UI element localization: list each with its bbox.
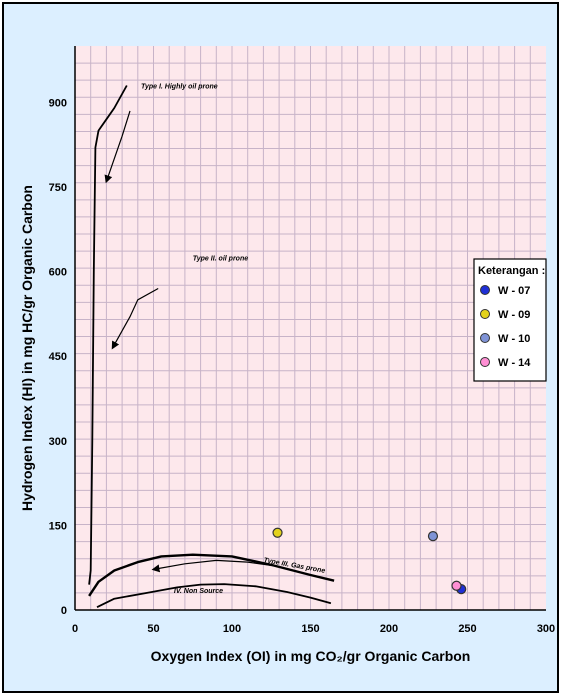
y-tick-label: 300 — [49, 436, 67, 448]
y-tick-label: 750 — [49, 182, 67, 194]
legend-label: W - 07 — [498, 285, 530, 297]
type-ii-curve — [88, 553, 335, 597]
x-tick-labels: 0 50 100 150 200 250 300 — [72, 623, 555, 635]
type-ii-arrow — [111, 287, 159, 350]
legend-marker — [480, 285, 490, 295]
data-point — [272, 527, 283, 538]
legend-marker — [480, 333, 490, 343]
data-point — [427, 531, 439, 542]
data-point — [451, 580, 462, 591]
y-tick-label: 900 — [49, 97, 67, 109]
legend-label: W - 14 — [498, 357, 531, 369]
y-tick-label: 600 — [49, 267, 67, 279]
type-iii-arrow — [151, 559, 277, 573]
x-tick-label: 250 — [458, 623, 476, 635]
legend-marker — [480, 309, 490, 319]
x-tick-label: 200 — [380, 623, 398, 635]
curve-annotation: Type I. Highly oil prone — [141, 83, 218, 90]
kerogen-curves — [88, 85, 335, 609]
legend-title: Keterangan : — [478, 265, 545, 277]
x-tick-label: 300 — [537, 623, 555, 635]
scatter-chart: 0 50 100 150 200 250 300 0 150 300 450 600 750 900 T… — [19, 46, 555, 664]
type-i-arrow — [104, 110, 131, 184]
legend: Keterangan : W - 07 W - 09 W - 10 W - 14 — [473, 258, 547, 382]
grid-lines — [75, 46, 546, 610]
x-tick-label: 50 — [147, 623, 159, 635]
curve-annotation: IV. Non Source — [174, 588, 223, 595]
x-tick-label: 100 — [223, 623, 241, 635]
curve-annotation: Type II. oil prone — [193, 255, 248, 262]
y-tick-label: 150 — [49, 520, 67, 532]
y-tick-label: 0 — [61, 605, 67, 617]
type-iii-curve — [96, 583, 332, 609]
x-axis-title: Oxygen Index (OI) in mg CO₂/gr Organic C… — [151, 648, 471, 664]
axes — [74, 46, 546, 611]
x-tick-label: 0 — [72, 623, 78, 635]
type-i-curve — [88, 85, 128, 585]
y-tick-labels: 0 150 300 450 600 750 900 — [49, 97, 67, 617]
y-tick-label: 450 — [49, 351, 67, 363]
legend-marker — [480, 357, 490, 367]
data-points — [272, 527, 467, 595]
legend-label: W - 10 — [498, 333, 530, 345]
x-tick-label: 150 — [301, 623, 319, 635]
legend-label: W - 09 — [498, 309, 530, 321]
y-axis-title: Hydrogen Index (HI) in mg HC/gr Organic … — [19, 185, 35, 511]
